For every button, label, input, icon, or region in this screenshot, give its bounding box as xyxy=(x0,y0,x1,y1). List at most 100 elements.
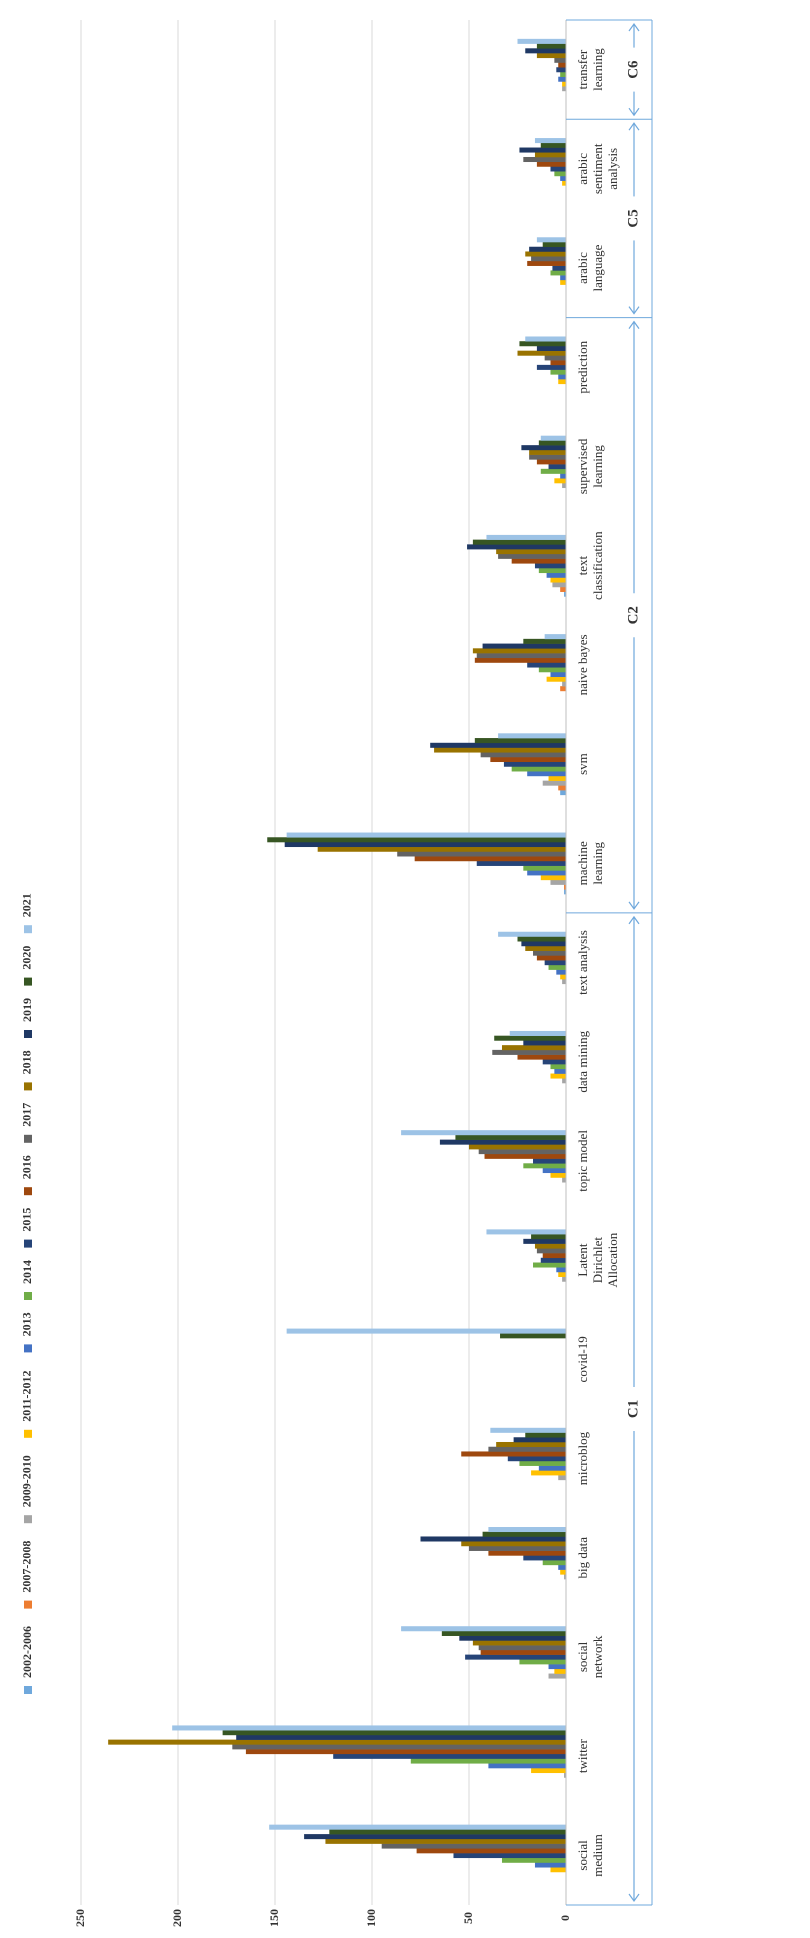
legend-swatch xyxy=(24,977,32,986)
bar-2015-latent-dirichlet-allocation xyxy=(540,1257,566,1263)
bar-2018-text-analysis xyxy=(525,945,566,951)
bar-2013-supervised-learning xyxy=(560,473,566,479)
bar-2002-2006-text-classification xyxy=(564,591,566,597)
bar-2019-topic-model xyxy=(439,1139,566,1145)
bar-2019-prediction xyxy=(536,345,566,351)
bar-2019-twitter xyxy=(236,1734,566,1740)
bar-2013-social-network xyxy=(548,1664,566,1670)
category-label: twitter xyxy=(575,1739,590,1774)
bar-2021-arabic-language xyxy=(536,237,566,243)
bar-2019-transfer-learning xyxy=(525,48,566,54)
bar-2014-social-network xyxy=(519,1659,566,1665)
bar-2020-machine-learning xyxy=(267,837,566,843)
bar-2007-2008-svm xyxy=(558,785,566,791)
category-label: arabic xyxy=(575,153,590,185)
bar-2013-svm xyxy=(527,771,566,777)
bar-2011-2012-supervised-learning xyxy=(554,478,566,484)
cluster-arrowhead xyxy=(628,122,640,131)
legend-label: 2007-2008 xyxy=(20,1541,34,1593)
bar-2021-data-mining xyxy=(509,1030,566,1036)
bar-2019-text-analysis xyxy=(521,941,566,947)
legend-label: 2018 xyxy=(20,1050,34,1074)
bar-2021-svm xyxy=(498,733,566,739)
bar-2020-prediction xyxy=(519,341,566,347)
bar-2013-machine-learning xyxy=(527,870,566,876)
bar-2013-twitter xyxy=(488,1763,566,1769)
category-label: learning xyxy=(590,445,605,488)
bar-2017-big-data xyxy=(469,1545,566,1551)
bar-2020-text-classification xyxy=(472,539,566,545)
bar-2016-machine-learning xyxy=(414,856,566,862)
category-label: medium xyxy=(590,1834,605,1877)
bar-2017-microblog xyxy=(488,1446,566,1452)
bar-2014-supervised-learning xyxy=(540,468,566,474)
bar-2014-data-mining xyxy=(550,1064,566,1070)
category-label: social xyxy=(575,1641,590,1672)
bar-2016-social-network xyxy=(480,1649,566,1655)
bar-2009-2010-supervised-learning xyxy=(562,483,566,489)
bar-2018-social-network xyxy=(472,1640,566,1646)
bar-2014-big-data xyxy=(542,1560,566,1566)
bar-2014-svm xyxy=(511,766,566,772)
bar-2016-text-analysis xyxy=(536,955,566,961)
bar-2016-prediction xyxy=(550,360,566,366)
legend-swatch xyxy=(24,1429,32,1438)
category-label: text xyxy=(575,556,590,576)
bar-2011-2012-machine-learning xyxy=(540,875,566,881)
legend-swatch xyxy=(24,1239,32,1248)
bar-2020-microblog xyxy=(525,1432,566,1438)
bar-2017-prediction xyxy=(544,355,566,361)
bar-2014-arabic-sentiment-analysis xyxy=(554,171,566,177)
bar-2020-naive-bayes xyxy=(523,638,566,644)
bar-2021-social-medium xyxy=(269,1824,566,1830)
bar-2011-2012-social-medium xyxy=(550,1867,566,1873)
tick-label: 200 xyxy=(170,1909,184,1927)
bar-2019-arabic-language xyxy=(529,246,566,252)
bar-2017-latent-dirichlet-allocation xyxy=(536,1248,566,1254)
bar-2017-arabic-language xyxy=(531,256,566,262)
bar-2014-topic-model xyxy=(523,1163,566,1169)
bar-2014-social-medium xyxy=(501,1857,566,1863)
bar-2015-social-medium xyxy=(453,1853,566,1859)
bar-2019-svm xyxy=(430,742,566,748)
bar-2009-2010-machine-learning xyxy=(550,879,566,885)
category-label: learning xyxy=(590,841,605,884)
bar-2021-arabic-sentiment-analysis xyxy=(534,138,566,144)
bar-2013-text-analysis xyxy=(556,969,566,975)
bar-2009-2010-twitter xyxy=(564,1772,566,1778)
bar-2017-topic-model xyxy=(478,1149,566,1155)
bar-2013-arabic-language xyxy=(560,275,566,281)
cluster-label: C5 xyxy=(625,209,641,227)
bar-2011-2012-arabic-language xyxy=(560,279,566,285)
category-label: svm xyxy=(575,753,590,775)
category-label: analysis xyxy=(605,148,620,190)
bar-2011-2012-prediction xyxy=(558,379,566,385)
bar-2021-text-classification xyxy=(486,534,566,540)
bar-2015-machine-learning xyxy=(476,860,566,866)
bar-2013-big-data xyxy=(558,1564,566,1570)
bar-2017-text-analysis xyxy=(533,950,566,956)
category-label: sentiment xyxy=(590,143,605,194)
category-label: network xyxy=(590,1635,605,1678)
legend-label: 2021 xyxy=(20,893,34,917)
bar-2016-social-medium xyxy=(416,1848,566,1854)
cluster-arrowhead xyxy=(628,901,640,910)
bar-2016-transfer-learning xyxy=(558,62,566,68)
bar-2011-2012-microblog xyxy=(531,1470,566,1476)
category-label: classification xyxy=(590,531,605,600)
bar-2014-machine-learning xyxy=(523,865,566,871)
bar-2009-2010-microblog xyxy=(558,1475,566,1481)
bar-2009-2010-naive-bayes xyxy=(562,681,566,687)
bar-2021-machine-learning xyxy=(286,832,566,838)
bar-2020-covid-19 xyxy=(500,1333,566,1339)
bar-2017-supervised-learning xyxy=(529,454,566,460)
bar-2019-machine-learning xyxy=(284,841,566,848)
tick-label: 250 xyxy=(73,1909,87,1927)
bar-2018-naive-bayes xyxy=(472,648,566,654)
bar-2021-transfer-learning xyxy=(517,38,566,44)
bar-2018-microblog xyxy=(496,1441,566,1448)
bar-2017-data-mining xyxy=(492,1049,566,1055)
legend-label: 2019 xyxy=(20,998,34,1022)
bar-2016-data-mining xyxy=(517,1054,566,1060)
